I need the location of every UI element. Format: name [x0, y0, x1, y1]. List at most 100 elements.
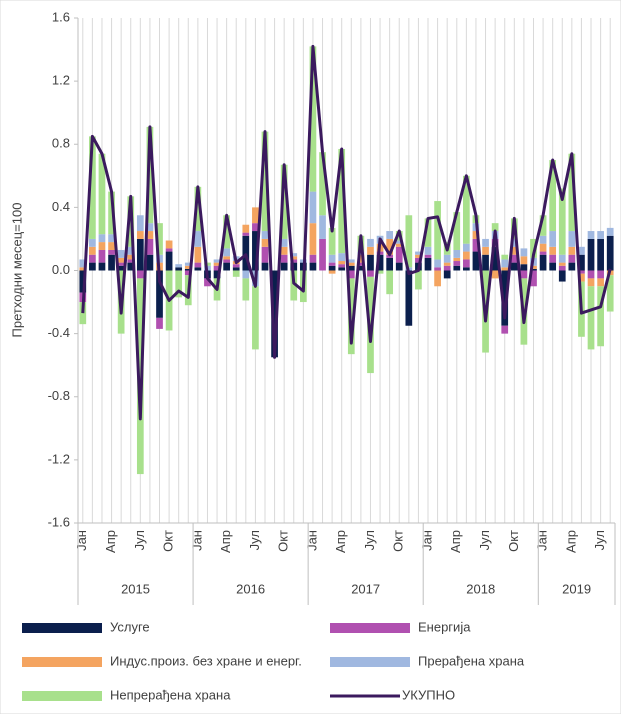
bar-segment — [587, 231, 595, 239]
bar-segment — [319, 215, 326, 239]
bar-segment — [223, 248, 230, 257]
bar-segment — [510, 238, 518, 247]
bar-segment — [338, 148, 346, 254]
bar-segment — [242, 224, 250, 233]
bar-segment — [242, 270, 250, 279]
bar-segment — [175, 264, 183, 268]
bar-segment — [539, 243, 547, 252]
bar-segment — [242, 278, 250, 301]
bar-segment — [309, 191, 317, 224]
bar-segment — [376, 254, 384, 271]
year-label: 2019 — [562, 581, 591, 596]
bar-segment — [376, 270, 384, 274]
bar-segment — [539, 215, 547, 236]
bar-segment — [213, 270, 221, 279]
bar-segment — [271, 270, 278, 358]
bar-segment — [606, 235, 614, 271]
bar-segment — [252, 223, 259, 232]
bar-segment — [184, 265, 192, 269]
bar-segment — [367, 254, 374, 271]
bar-segment — [558, 254, 566, 263]
bar-segment — [280, 254, 288, 263]
bar-segment — [472, 238, 480, 252]
bar-segment — [136, 238, 144, 271]
bar-segment — [472, 251, 480, 271]
bar-segment — [386, 238, 394, 255]
bar-segment — [482, 254, 489, 271]
bar-segment — [424, 257, 432, 271]
bar-segment — [146, 254, 154, 271]
x-tick-label: Јул — [247, 530, 262, 550]
bar-segment — [501, 254, 509, 260]
bar-segment — [261, 262, 269, 271]
bar-segment — [520, 270, 528, 279]
bar-segment — [558, 188, 566, 255]
bar-segment — [136, 231, 144, 239]
bar-segment — [520, 248, 528, 257]
bar-segment — [261, 238, 269, 247]
bar-segment — [549, 231, 557, 247]
bar-segment — [89, 246, 96, 255]
bar-segment — [597, 286, 604, 347]
bar-segment — [89, 136, 96, 239]
x-tick-label: Апр — [448, 530, 463, 553]
bar-segment — [98, 234, 106, 243]
bar-segment — [568, 153, 576, 232]
bar-segment — [204, 278, 211, 287]
bar-segment — [510, 254, 518, 263]
bar-segment — [510, 246, 518, 255]
y-tick-label: 1.6 — [52, 9, 70, 24]
bar-segment — [367, 246, 374, 255]
bar-segment — [223, 256, 230, 260]
bar-segment — [108, 249, 115, 255]
bar-segment — [184, 262, 192, 266]
bar-segment — [463, 267, 470, 271]
bar-segment — [539, 254, 547, 271]
x-tick-label: Јан — [189, 530, 204, 551]
year-label: 2017 — [351, 581, 380, 596]
bar-segment — [415, 270, 422, 290]
x-tick-label: Јул — [592, 530, 607, 550]
legend-label: Непрерађена храна — [110, 687, 231, 702]
bar-segment — [280, 246, 288, 255]
bar-segment — [290, 270, 298, 301]
bar-segment — [165, 248, 173, 252]
bar-segment — [175, 267, 183, 271]
year-label: 2018 — [466, 581, 495, 596]
x-tick-label: Окт — [276, 530, 291, 552]
bar-segment — [415, 251, 422, 255]
bar-segment — [424, 254, 432, 258]
bar-segment — [194, 267, 202, 271]
bar-segment — [597, 238, 604, 271]
bar-segment — [443, 270, 451, 279]
bar-segment — [424, 218, 432, 247]
y-tick-label: 1.2 — [52, 73, 70, 88]
bar-segment — [395, 246, 403, 263]
bar-segment — [223, 262, 230, 271]
bar-segment — [98, 242, 106, 250]
bar-segment — [415, 257, 422, 263]
bar-segment — [280, 238, 288, 247]
bar-segment — [357, 265, 365, 271]
bar-segment — [280, 164, 288, 239]
bar-segment — [482, 246, 489, 255]
bar-segment — [117, 257, 125, 263]
legend-swatch — [330, 657, 410, 667]
bar-segment — [156, 317, 163, 329]
year-label: 2016 — [236, 581, 265, 596]
bar-segment — [597, 231, 604, 239]
bar-segment — [549, 246, 557, 255]
bar-segment — [79, 259, 87, 268]
bar-segment — [386, 257, 394, 271]
bar-segment — [89, 262, 96, 271]
bar-segment — [194, 186, 202, 232]
x-tick-label: Апр — [563, 530, 578, 553]
bar-segment — [405, 215, 413, 268]
bar-segment — [578, 254, 585, 271]
bar-segment — [261, 131, 269, 232]
bar-segment — [184, 268, 192, 271]
bar-segment — [510, 262, 518, 271]
bar-segment — [309, 46, 317, 192]
bar-segment — [530, 268, 537, 271]
bar-segment — [338, 267, 346, 271]
